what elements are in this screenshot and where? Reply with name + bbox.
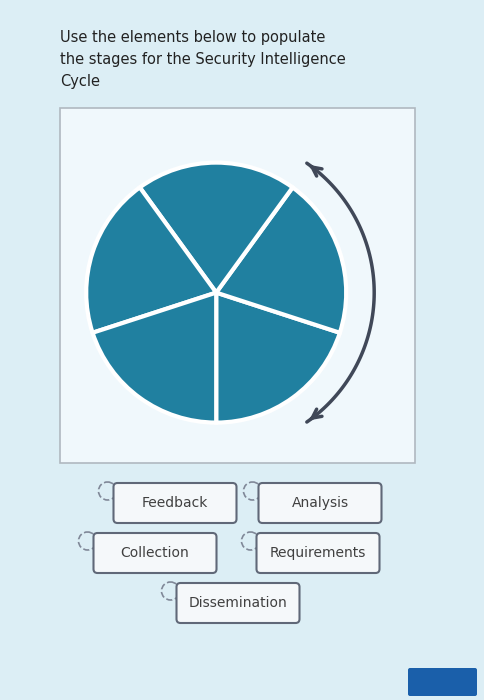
Wedge shape xyxy=(86,188,216,332)
Text: Requirements: Requirements xyxy=(269,546,365,560)
Wedge shape xyxy=(92,293,216,423)
Text: Analysis: Analysis xyxy=(291,496,348,510)
FancyBboxPatch shape xyxy=(60,108,414,463)
Wedge shape xyxy=(139,162,292,293)
FancyBboxPatch shape xyxy=(256,533,378,573)
Text: Collection: Collection xyxy=(121,546,189,560)
Text: Feedback: Feedback xyxy=(141,496,208,510)
FancyBboxPatch shape xyxy=(113,483,236,523)
Text: Dissemination: Dissemination xyxy=(188,596,287,610)
Text: Use the elements below to populate: Use the elements below to populate xyxy=(60,30,325,45)
Wedge shape xyxy=(216,188,346,332)
Wedge shape xyxy=(216,293,339,423)
FancyBboxPatch shape xyxy=(258,483,381,523)
FancyBboxPatch shape xyxy=(93,533,216,573)
FancyBboxPatch shape xyxy=(407,668,476,696)
Text: Cycle: Cycle xyxy=(60,74,100,89)
Text: the stages for the Security Intelligence: the stages for the Security Intelligence xyxy=(60,52,345,67)
FancyBboxPatch shape xyxy=(176,583,299,623)
